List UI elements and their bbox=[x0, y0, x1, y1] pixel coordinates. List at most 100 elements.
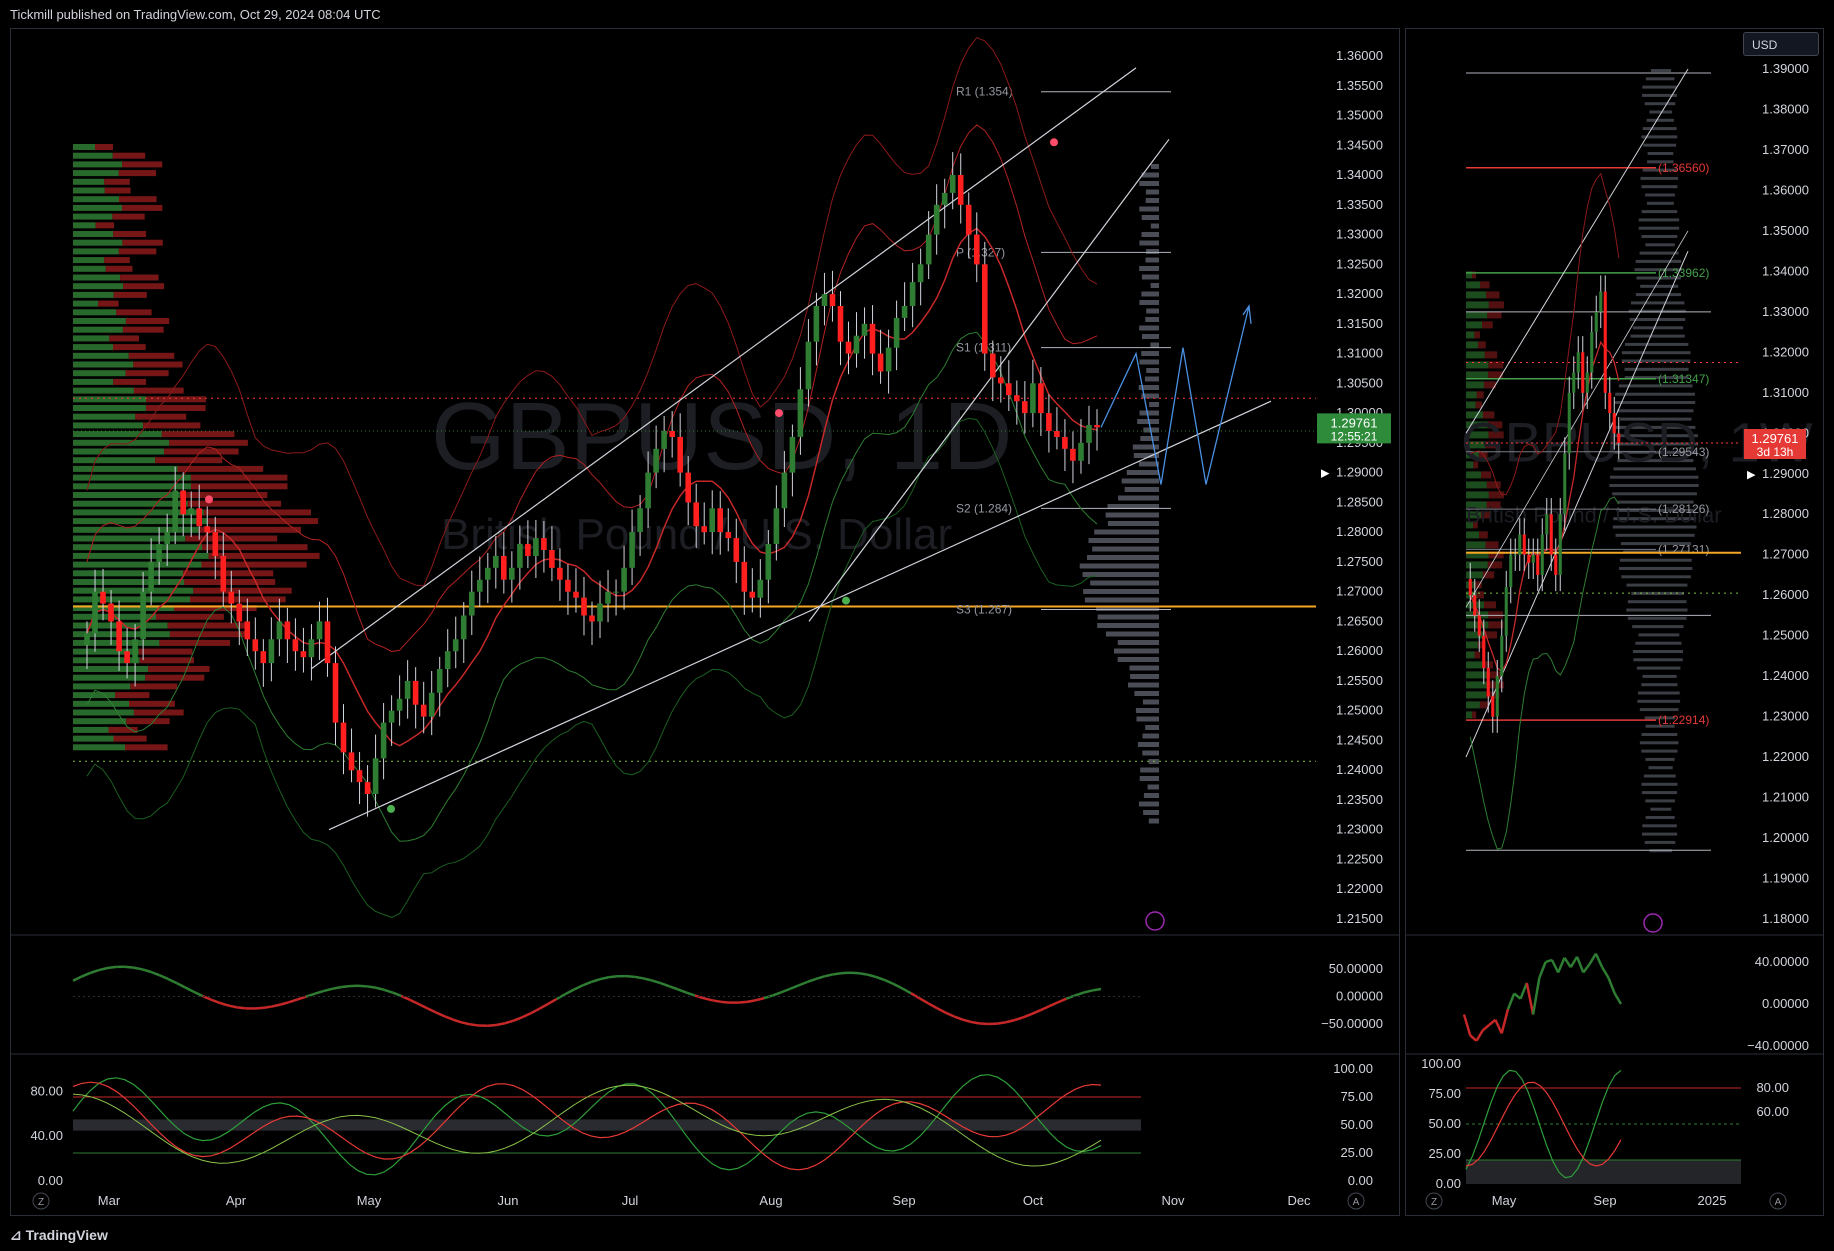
price-axis-tick: 1.27500 bbox=[1336, 554, 1383, 569]
band-lower-outer bbox=[86, 417, 1098, 918]
price-axis-tick: 1.32000 bbox=[1762, 344, 1809, 359]
profile-bar-down bbox=[1475, 581, 1482, 589]
volume-profile-bar-right bbox=[1138, 461, 1159, 467]
volume-profile-bar-down bbox=[146, 396, 206, 403]
volume-profile-bar-down bbox=[112, 152, 146, 159]
volume-profile-bar-up bbox=[73, 439, 170, 446]
volume-profile-bar bbox=[1620, 417, 1692, 421]
oscillator-segment bbox=[236, 1006, 246, 1010]
volume-profile-bar bbox=[1626, 608, 1688, 612]
zoom-button-icon[interactable] bbox=[1425, 1192, 1443, 1210]
profile-bar-up bbox=[1466, 361, 1489, 369]
volume-profile-bar-down bbox=[118, 170, 157, 177]
volume-profile-bar-up bbox=[73, 413, 136, 420]
volume-profile-bar-up bbox=[73, 405, 146, 411]
volume-profile-bar-up bbox=[73, 144, 95, 150]
price-axis-tick: 1.37000 bbox=[1762, 142, 1809, 157]
candle-up bbox=[1540, 534, 1544, 575]
volume-profile-bar bbox=[1641, 749, 1678, 753]
volume-profile-bar-down bbox=[207, 518, 319, 525]
channel-lower-line bbox=[328, 400, 1272, 831]
volume-profile-bar-right bbox=[1142, 334, 1159, 339]
zoom-button-icon[interactable] bbox=[32, 1192, 50, 1210]
oscillator-segment bbox=[833, 971, 843, 976]
daily-chart-panel[interactable]: GBPUSD, 1D British Pound / U.S. Dollar R1 … bbox=[10, 28, 1400, 1216]
volume-profile-bar-right bbox=[1092, 546, 1159, 552]
oscillator-segment bbox=[1031, 1009, 1042, 1016]
oscillator-segment bbox=[184, 986, 195, 993]
stochastic-right-tick: 80.00 bbox=[1756, 1080, 1789, 1095]
oscillator-segment bbox=[461, 1021, 471, 1026]
oscillator-segment bbox=[1005, 1018, 1015, 1024]
volume-profile-bar bbox=[1646, 118, 1674, 122]
candle-down bbox=[236, 603, 243, 622]
volume-profile-bar-down bbox=[126, 718, 170, 725]
candle-down bbox=[100, 591, 106, 604]
volume-profile-bar bbox=[1636, 276, 1681, 280]
volume-profile-bar bbox=[1640, 284, 1679, 288]
volume-profile-bar bbox=[1641, 185, 1678, 189]
currency-button[interactable]: USD bbox=[1743, 32, 1819, 56]
price-axis-tick: 1.24000 bbox=[1336, 762, 1383, 777]
volume-profile-bar-down bbox=[113, 291, 147, 298]
price-axis-tick: 1.30500 bbox=[1336, 375, 1383, 390]
volume-profile-bar-right bbox=[1090, 580, 1159, 586]
weekly-chart-panel[interactable]: GBPUSD, 1W British Pound / U.S. Dollar (1.… bbox=[1405, 28, 1824, 1216]
profile-bar-down bbox=[1474, 651, 1481, 659]
volume-profile-bar-up bbox=[73, 500, 188, 507]
profile-bar-up bbox=[1466, 641, 1478, 649]
oscillator-segment bbox=[668, 984, 679, 991]
price-axis-tick: 1.28500 bbox=[1336, 494, 1383, 509]
candle-down bbox=[284, 621, 291, 640]
auto-scale-button-icon[interactable] bbox=[1347, 1192, 1365, 1210]
time-axis-tick: Aug bbox=[759, 1193, 782, 1208]
volume-profile-bar bbox=[1639, 741, 1679, 745]
oscillator-segment bbox=[625, 974, 635, 979]
profile-bar-up bbox=[1466, 411, 1483, 419]
time-axis-tick: Nov bbox=[1161, 1193, 1185, 1208]
volume-profile-bar-right bbox=[1150, 283, 1159, 288]
volume-profile-bar bbox=[1617, 500, 1694, 504]
price-axis-tick: 1.28000 bbox=[1336, 524, 1383, 539]
band-upper bbox=[1470, 172, 1620, 496]
volume-profile-bar bbox=[1629, 318, 1686, 321]
candle-down bbox=[116, 621, 122, 652]
profile-bar-down bbox=[1477, 341, 1486, 349]
price-axis-tick: 1.38000 bbox=[1762, 101, 1809, 116]
volume-profile-bar-up bbox=[73, 709, 134, 716]
profile-bar-up bbox=[1466, 491, 1489, 499]
volume-profile-bar bbox=[1644, 716, 1676, 720]
volume-profile-bar-down bbox=[169, 439, 248, 446]
volume-profile-bar bbox=[1637, 699, 1681, 703]
volume-profile-bar bbox=[1624, 342, 1689, 346]
profile-bar-down bbox=[1476, 391, 1484, 399]
candle-up bbox=[757, 579, 764, 598]
candle-up bbox=[909, 282, 916, 306]
candle-up bbox=[436, 669, 443, 693]
candle-up bbox=[597, 603, 603, 622]
oscillator-segment bbox=[288, 998, 298, 1004]
oscillator-axis-tick: −50.00000 bbox=[1321, 1016, 1383, 1031]
oscillator-segment bbox=[262, 1005, 272, 1010]
profile-bar-up bbox=[1466, 481, 1487, 489]
volume-profile-bar bbox=[1644, 840, 1676, 844]
volume-profile-bar-right bbox=[1129, 665, 1159, 671]
oscillator-segment bbox=[1607, 977, 1616, 994]
oscillator-segment bbox=[392, 991, 402, 998]
volume-profile-bar bbox=[1642, 824, 1677, 828]
candle-down bbox=[196, 508, 202, 527]
price-axis-tick: 1.32000 bbox=[1336, 286, 1383, 301]
stochastic-right-tick: 60.00 bbox=[1756, 1104, 1789, 1119]
volume-profile-bar-down bbox=[161, 431, 235, 438]
oscillator-segment bbox=[1022, 1012, 1033, 1019]
oscillator-segment bbox=[893, 982, 903, 990]
oscillator-segment bbox=[901, 987, 912, 995]
volume-profile-bar-down bbox=[112, 213, 145, 220]
auto-scale-button-icon[interactable] bbox=[1769, 1192, 1787, 1210]
oscillator-segment bbox=[1513, 992, 1522, 1000]
volume-profile-bar-up bbox=[73, 483, 191, 490]
volume-profile-bar-down bbox=[145, 674, 205, 681]
oscillator-segment bbox=[435, 1011, 445, 1018]
